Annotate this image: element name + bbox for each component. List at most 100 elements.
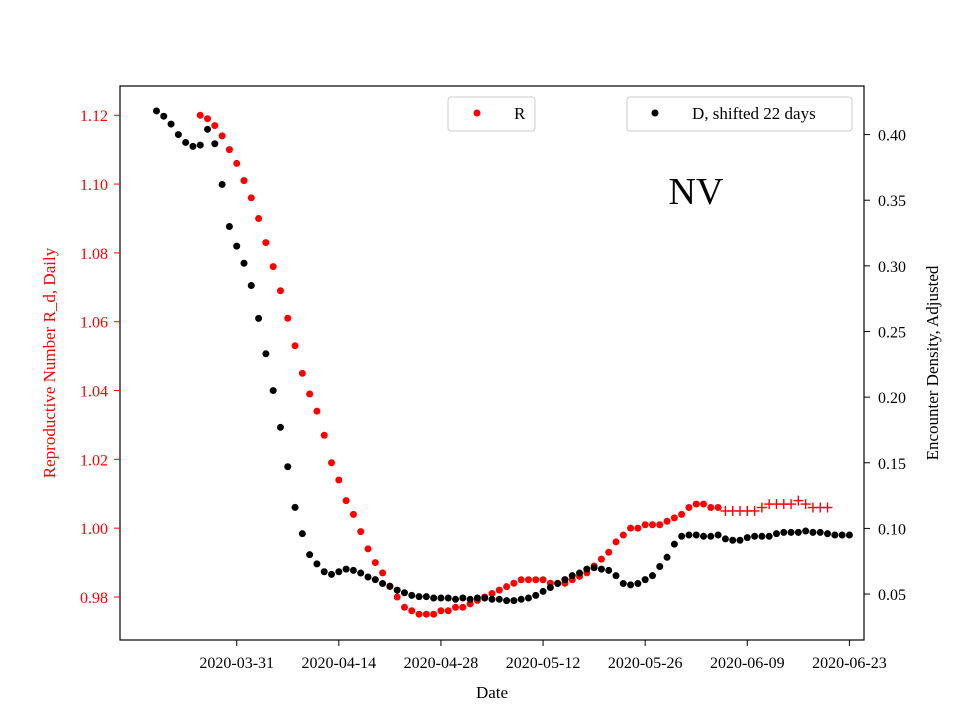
d-point — [371, 576, 379, 584]
d-point — [240, 259, 248, 267]
d-point — [335, 568, 343, 576]
d-point — [729, 536, 737, 544]
x-tick-label: 2020-06-09 — [710, 655, 785, 672]
d-point — [656, 562, 664, 570]
d-point — [845, 531, 853, 539]
d-point — [532, 591, 540, 599]
r-point — [328, 459, 336, 467]
r-point — [459, 603, 467, 611]
d-point — [802, 527, 810, 535]
r-point — [342, 497, 350, 505]
d-point — [364, 573, 372, 581]
y-left-tick-label: 1.12 — [80, 108, 108, 125]
legend-r-marker — [473, 109, 481, 117]
r-point — [298, 369, 306, 377]
r-point — [634, 524, 642, 532]
r-point — [262, 239, 270, 247]
d-point — [641, 576, 649, 584]
d-point — [488, 595, 496, 603]
plot-frame — [119, 85, 865, 641]
y-left-tick-label: 1.02 — [80, 452, 108, 469]
d-point — [816, 528, 824, 536]
r-forecast-marker — [786, 499, 797, 510]
y-axis-left: 0.98 1.00 1.02 1.04 1.06 1.08 1.10 1.12 — [80, 108, 120, 607]
r-point — [532, 576, 540, 584]
d-point — [284, 463, 292, 471]
d-point — [670, 540, 678, 548]
r-point — [349, 510, 357, 518]
r-point — [627, 524, 635, 532]
r-point — [269, 263, 277, 271]
y-right-tick-label: 0.10 — [878, 521, 906, 538]
d-point — [422, 593, 430, 601]
d-point — [605, 566, 613, 574]
d-point — [386, 582, 394, 590]
x-tick-label: 2020-03-31 — [199, 655, 274, 672]
d-point — [692, 531, 700, 539]
r-point — [357, 528, 365, 536]
y-left-tick-label: 1.10 — [80, 177, 108, 194]
d-point — [721, 535, 729, 543]
d-point — [619, 580, 627, 588]
x-axis-label: Date — [476, 683, 508, 702]
r-point — [678, 510, 686, 518]
x-tick-label: 2020-05-26 — [608, 655, 683, 672]
d-point — [495, 595, 503, 603]
d-point — [276, 423, 284, 431]
d-point — [751, 532, 759, 540]
r-point — [517, 576, 525, 584]
y-right-tick-label: 0.40 — [878, 128, 906, 145]
d-point — [269, 387, 277, 395]
legend-d-label: D, shifted 22 days — [692, 104, 816, 123]
d-point — [794, 528, 802, 536]
d-point — [357, 569, 365, 577]
r-point — [707, 504, 715, 512]
r-point — [306, 390, 314, 398]
y-left-tick-label: 1.08 — [80, 246, 108, 263]
y-left-tick-label: 1.06 — [80, 315, 108, 332]
r-point — [291, 342, 299, 350]
r-forecast-marker — [793, 495, 804, 506]
r-point — [648, 521, 656, 529]
r-point — [211, 122, 219, 130]
r-point — [619, 531, 627, 539]
d-point — [648, 572, 656, 580]
d-point — [590, 564, 598, 572]
x-tick-label: 2020-06-23 — [812, 655, 887, 672]
d-point — [328, 570, 336, 578]
d-point — [313, 560, 321, 568]
r-point — [670, 514, 678, 522]
r-point — [714, 504, 722, 512]
d-point — [247, 282, 255, 290]
r-point — [196, 111, 204, 119]
r-point — [663, 517, 671, 525]
r-point — [364, 545, 372, 553]
r-point — [597, 555, 605, 563]
r-point — [393, 593, 401, 601]
d-point — [152, 107, 160, 115]
r-point — [692, 500, 700, 508]
r-point — [444, 607, 452, 615]
d-point — [831, 531, 839, 539]
r-forecast-marker — [756, 502, 767, 513]
r-point — [452, 603, 460, 611]
y-right-tick-label: 0.30 — [878, 259, 906, 276]
r-forecast-marker — [822, 502, 833, 513]
d-point — [189, 142, 197, 150]
legend-r-label: R — [514, 104, 526, 123]
r-forecast-marker — [749, 505, 760, 516]
d-point — [342, 565, 350, 573]
y-left-tick-label: 0.98 — [80, 590, 108, 607]
r-point — [510, 579, 518, 587]
d-point — [510, 597, 518, 605]
r-point — [400, 603, 408, 611]
r-point — [218, 132, 226, 140]
d-point — [627, 581, 635, 589]
legend-r: R — [447, 96, 536, 132]
r-point — [371, 559, 379, 567]
d-point — [714, 531, 722, 539]
r-point — [233, 159, 241, 167]
data-markers — [152, 107, 853, 618]
y-axis-right-label: Encounter Density, Adjusted — [923, 265, 942, 460]
